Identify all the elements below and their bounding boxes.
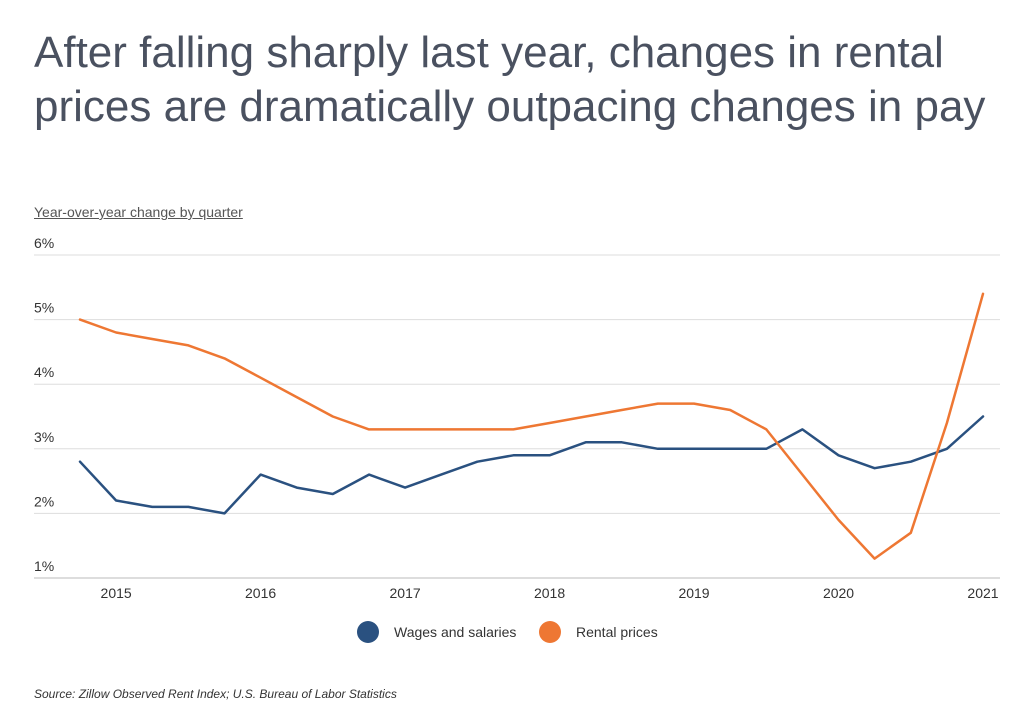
y-tick-label: 4%: [34, 364, 54, 380]
x-axis-labels: 2015 2016 2017 2018 2019 2020 2021: [101, 585, 999, 601]
y-tick-label: 5%: [34, 300, 54, 316]
gridlines: [34, 254, 1000, 579]
series-lines: [78, 292, 985, 560]
x-tick-label: 2017: [390, 585, 421, 601]
x-tick-label: 2021: [967, 585, 998, 601]
x-tick-label: 2019: [678, 585, 709, 601]
legend-label: Rental prices: [576, 624, 658, 640]
series-line-wages: [78, 415, 985, 515]
y-tick-label: 3%: [34, 429, 54, 445]
x-tick-label: 2016: [245, 585, 276, 601]
y-axis-labels: 1% 2% 3% 4% 5% 6%: [34, 235, 54, 574]
series-line-rent: [78, 292, 985, 560]
legend: Wages and salaries Rental prices: [357, 621, 658, 643]
legend-swatch: [357, 621, 379, 643]
legend-swatch: [539, 621, 561, 643]
x-tick-label: 2015: [101, 585, 132, 601]
y-tick-label: 2%: [34, 493, 54, 509]
x-tick-label: 2018: [534, 585, 565, 601]
x-tick-label: 2020: [823, 585, 854, 601]
chart-title: After falling sharply last year, changes…: [34, 28, 986, 131]
y-tick-label: 1%: [34, 558, 54, 574]
source-note: Source: Zillow Observed Rent Index; U.S.…: [34, 687, 397, 701]
legend-label: Wages and salaries: [394, 624, 516, 640]
chart-subtitle: Year-over-year change by quarter: [34, 204, 243, 220]
y-tick-label: 6%: [34, 235, 54, 251]
